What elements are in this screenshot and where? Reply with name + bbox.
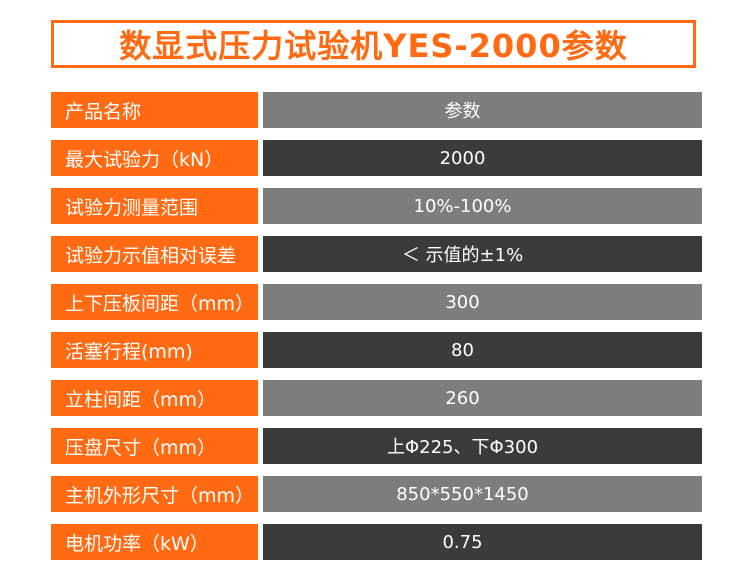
row-label: 产品名称 [51,92,258,128]
row-label: 试验力测量范围 [51,188,258,224]
row-value: 2000 [263,140,702,176]
row-label: 电机功率（kW） [51,524,258,560]
row-value: 参数 [263,92,702,128]
row-value: 850*550*1450 [263,476,702,512]
title-box: 数显式压力试验机YES-2000参数 [51,20,696,68]
row-value: 260 [263,380,702,416]
row-value: 10%-100% [263,188,702,224]
row-label: 主机外形尺寸（mm） [51,476,258,512]
row-value: ＜ 示值的±1% [263,236,702,272]
row-label: 活塞行程(mm) [51,332,258,368]
table-row: 最大试验力（kN） 2000 [51,140,702,176]
row-value: 上Φ225、下Φ300 [263,428,702,464]
table-row: 上下压板间距（mm） 300 [51,284,702,320]
row-label: 最大试验力（kN） [51,140,258,176]
table-row: 压盘尺寸（mm） 上Φ225、下Φ300 [51,428,702,464]
table-row: 主机外形尺寸（mm） 850*550*1450 [51,476,702,512]
row-value: 300 [263,284,702,320]
table-row: 电机功率（kW） 0.75 [51,524,702,560]
table-row: 立柱间距（mm） 260 [51,380,702,416]
row-value: 0.75 [263,524,702,560]
table-row: 活塞行程(mm) 80 [51,332,702,368]
spec-table: 产品名称 参数 最大试验力（kN） 2000 试验力测量范围 10%-100% … [51,92,702,572]
row-label: 试验力示值相对误差 [51,236,258,272]
table-row: 产品名称 参数 [51,92,702,128]
row-label: 立柱间距（mm） [51,380,258,416]
table-row: 试验力示值相对误差 ＜ 示值的±1% [51,236,702,272]
row-value: 80 [263,332,702,368]
table-row: 试验力测量范围 10%-100% [51,188,702,224]
row-label: 上下压板间距（mm） [51,284,258,320]
row-label: 压盘尺寸（mm） [51,428,258,464]
page-title: 数显式压力试验机YES-2000参数 [119,27,628,65]
